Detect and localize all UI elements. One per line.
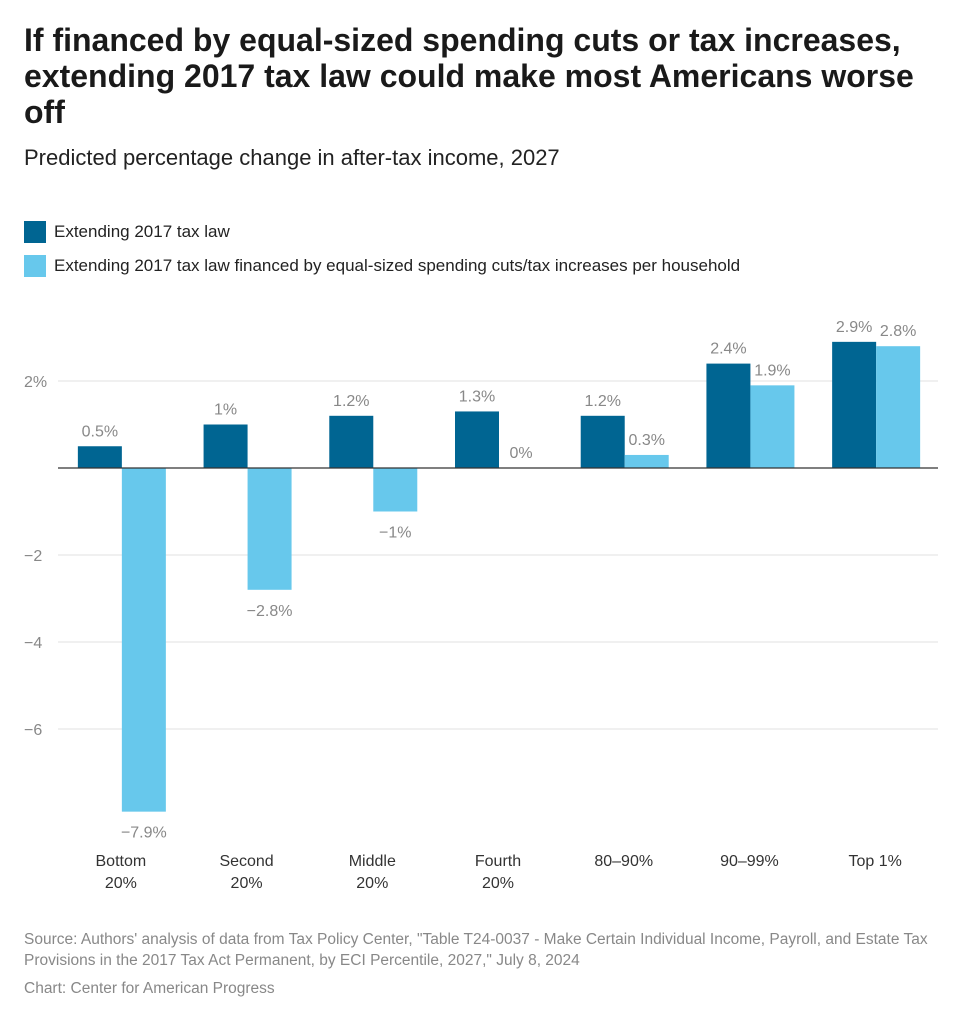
legend-swatch-series-1 [24,221,46,243]
x-tick-label: Top 1% [848,853,901,870]
data-label: 1.2% [584,393,620,410]
bar-series-2 [373,468,418,512]
data-label: 1% [214,402,237,419]
data-label: −2.8% [247,603,293,620]
bar-series-2 [624,454,669,468]
data-label: 0.5% [82,423,118,440]
bar-series-1 [580,415,625,468]
y-tick-label: −2 [24,548,42,565]
x-tick-label: Fourth [475,853,521,870]
bar-series-1 [77,446,122,468]
chart-credit: Chart: Center for American Progress [24,980,275,997]
x-tick-label: Second [219,853,273,870]
x-tick-label: 90–99% [720,853,779,870]
bar-series-2 [121,468,166,812]
data-label: 2.8% [880,323,916,340]
y-tick-label: 2% [24,374,47,391]
legend-label-series-1: Extending 2017 tax law [54,222,230,241]
data-label: 0.3% [628,432,664,449]
data-label: 2.4% [710,341,746,358]
data-label: 0% [509,445,532,462]
legend-swatch-series-2 [24,255,46,277]
legend-item-series-1: Extending 2017 tax law [24,220,740,244]
bar-series-2 [247,468,292,590]
data-label: 1.3% [459,388,495,405]
x-tick-label: Bottom [96,853,147,870]
data-label: 2.9% [836,319,872,336]
bar-series-1 [832,341,877,468]
x-tick-label: 20% [356,875,388,892]
x-tick-label: 20% [105,875,137,892]
bar-chart: 2% −2 −4 −6 0.5% −7.9% Bottom 20% 1% −2.8% Second 2… [24,319,938,892]
bar-series-1 [329,415,374,468]
chart-title: If financed by equal-sized spending cuts… [24,22,914,130]
data-label: −7.9% [121,825,167,842]
x-tick-label: 80–90% [594,853,653,870]
bar-series-1 [203,424,248,468]
data-label: 1.9% [754,362,790,379]
chart-subtitle: Predicted percentage change in after-tax… [24,145,560,170]
data-label: −1% [379,525,411,542]
legend-item-series-2: Extending 2017 tax law financed by equal… [24,254,740,278]
y-tick-label: −6 [24,722,42,739]
x-tick-label: 20% [231,875,263,892]
legend-label-series-2: Extending 2017 tax law financed by equal… [54,256,741,275]
data-label: 1.2% [333,393,369,410]
bar-series-2 [876,346,921,468]
source-note: Source: Authors' analysis of data from T… [24,931,928,969]
x-tick-label: 20% [482,875,514,892]
y-tick-label: −4 [24,635,42,652]
bar-series-1 [455,411,499,468]
bar-series-2 [750,385,795,468]
legend: Extending 2017 tax law Extending 2017 ta… [24,220,740,288]
bar-series-1 [706,363,751,468]
x-tick-label: Middle [349,853,396,870]
